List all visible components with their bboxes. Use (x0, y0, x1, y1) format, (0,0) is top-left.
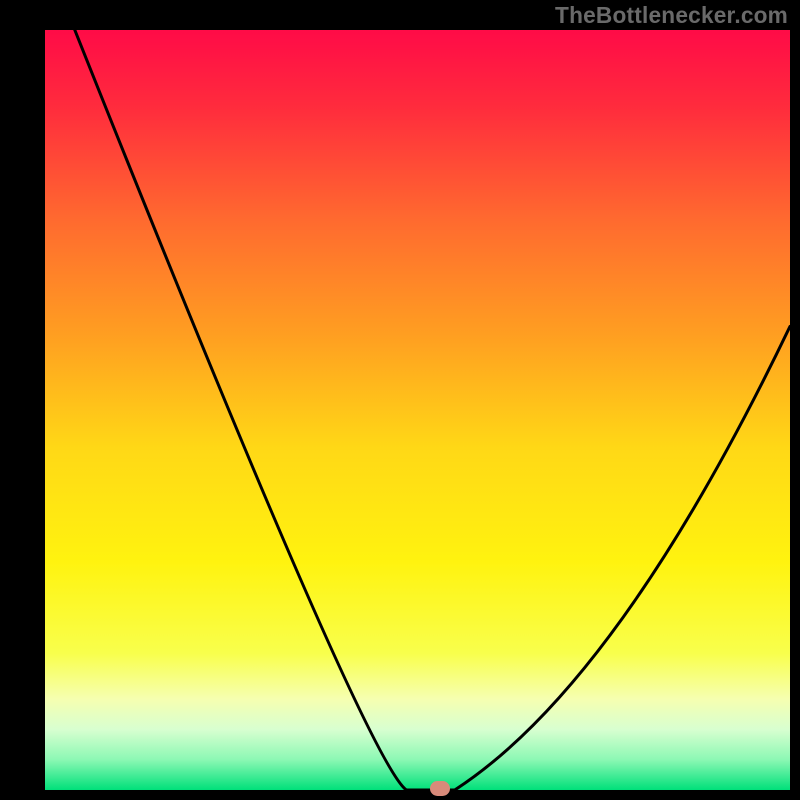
optimal-point-marker (430, 781, 450, 795)
plot-area (45, 30, 790, 790)
gradient-background (45, 30, 790, 790)
figure-canvas: TheBottlenecker.com (0, 0, 800, 800)
watermark-text: TheBottlenecker.com (555, 2, 788, 29)
